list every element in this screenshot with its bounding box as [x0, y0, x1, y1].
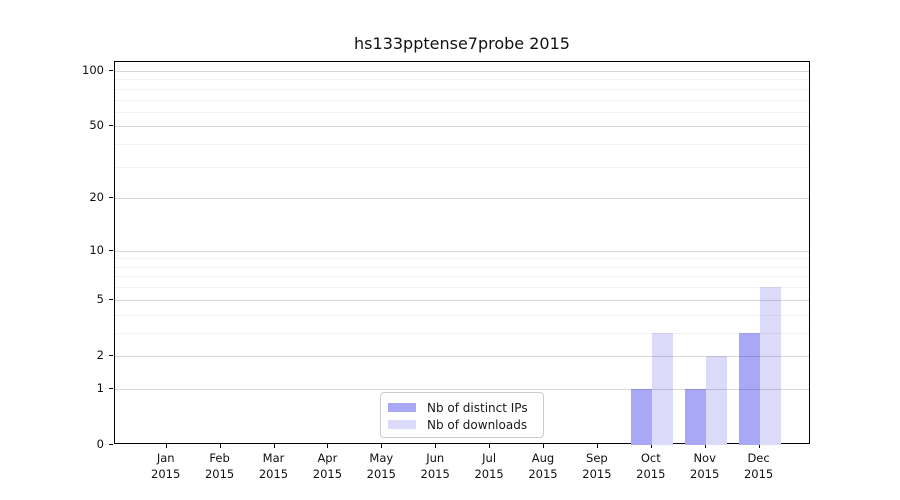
x-tick-label-sep: Sep 2015 — [582, 451, 612, 481]
x-tick-jun — [435, 444, 437, 448]
gridline-50 — [115, 126, 809, 128]
legend-swatch-distinct-ips — [388, 403, 416, 412]
legend-label-distinct-ips: Nb of distinct IPs — [427, 400, 528, 415]
gridline-minor-6 — [115, 287, 809, 289]
y-tick-label-2: 2 — [96, 347, 104, 362]
bar-downloads-dec — [759, 287, 781, 445]
x-tick-label-jan: Jan 2015 — [151, 451, 181, 481]
x-tick-jan — [165, 444, 167, 448]
x-tick-label-oct: Oct 2015 — [636, 451, 666, 481]
x-tick-label-may: May 2015 — [366, 451, 396, 481]
x-tick-label-dec: Dec 2015 — [743, 451, 774, 481]
bar-downloads-nov — [705, 355, 727, 445]
gridline-10 — [115, 250, 809, 252]
bar-distinct-ips-nov — [684, 388, 706, 445]
y-tick-1 — [109, 387, 113, 389]
bar-downloads-oct — [651, 332, 673, 445]
y-tick-2 — [109, 354, 113, 356]
chart-title: hs133pptense7probe 2015 — [354, 34, 570, 53]
gridline-minor-90 — [115, 79, 809, 81]
y-tick-10 — [109, 249, 113, 251]
gridline-1 — [115, 388, 809, 390]
y-tick-label-20: 20 — [89, 190, 104, 205]
gridline-5 — [115, 299, 809, 301]
x-tick-label-nov: Nov 2015 — [690, 451, 720, 481]
x-tick-dec — [758, 444, 760, 448]
x-tick-label-jun: Jun 2015 — [420, 451, 450, 481]
gridline-minor-4 — [115, 314, 809, 316]
y-tick-label-10: 10 — [89, 242, 104, 257]
gridline-minor-3 — [115, 332, 809, 334]
plot-area: Nb of distinct IPs Nb of downloads — [114, 61, 810, 445]
x-tick-feb — [219, 444, 221, 448]
y-tick-label-5: 5 — [96, 291, 104, 306]
x-tick-may — [381, 444, 383, 448]
gridline-minor-30 — [115, 166, 809, 168]
gridline-minor-70 — [115, 99, 809, 101]
x-tick-apr — [327, 444, 329, 448]
y-tick-label-100: 100 — [82, 62, 104, 77]
gridline-2 — [115, 355, 809, 357]
x-tick-label-jul: Jul 2015 — [474, 451, 504, 481]
x-tick-aug — [543, 444, 544, 448]
x-tick-oct — [650, 444, 652, 448]
legend: Nb of distinct IPs Nb of downloads — [380, 392, 544, 438]
legend-label-downloads: Nb of downloads — [427, 417, 528, 432]
y-tick-label-50: 50 — [89, 118, 104, 133]
bar-distinct-ips-dec — [738, 332, 760, 445]
gridline-minor-80 — [115, 88, 809, 90]
x-tick-label-apr: Apr 2015 — [312, 451, 343, 481]
x-tick-mar — [273, 444, 275, 448]
y-tick-label-0: 0 — [96, 437, 104, 451]
bars-layer — [115, 62, 809, 445]
x-tick-jul — [489, 444, 491, 448]
y-tick-20 — [109, 197, 113, 199]
y-tick-label-1: 1 — [96, 380, 104, 395]
gridline-20 — [115, 198, 809, 200]
y-tick-50 — [109, 125, 113, 127]
x-tick-sep — [596, 444, 598, 448]
gridline-100 — [115, 70, 809, 72]
grid-layer — [115, 62, 809, 443]
gridline-minor-60 — [115, 111, 809, 113]
x-tick-nov — [704, 444, 706, 448]
x-tick-label-aug: Aug 2015 — [528, 451, 558, 481]
gridline-minor-7 — [115, 276, 809, 278]
gridline-minor-9 — [115, 258, 809, 260]
legend-swatch-downloads — [388, 420, 416, 429]
legend-entry-distinct-ips: Nb of distinct IPs — [388, 399, 535, 416]
y-tick-5 — [109, 298, 113, 300]
y-tick-100 — [109, 69, 113, 71]
legend-entry-downloads: Nb of downloads — [388, 416, 535, 433]
gridline-minor-8 — [115, 266, 809, 268]
x-tick-label-mar: Mar 2015 — [258, 451, 289, 481]
x-tick-label-feb: Feb 2015 — [204, 451, 235, 481]
gridline-minor-40 — [115, 144, 809, 146]
y-tick-0 — [109, 444, 113, 445]
bar-distinct-ips-oct — [630, 388, 652, 445]
